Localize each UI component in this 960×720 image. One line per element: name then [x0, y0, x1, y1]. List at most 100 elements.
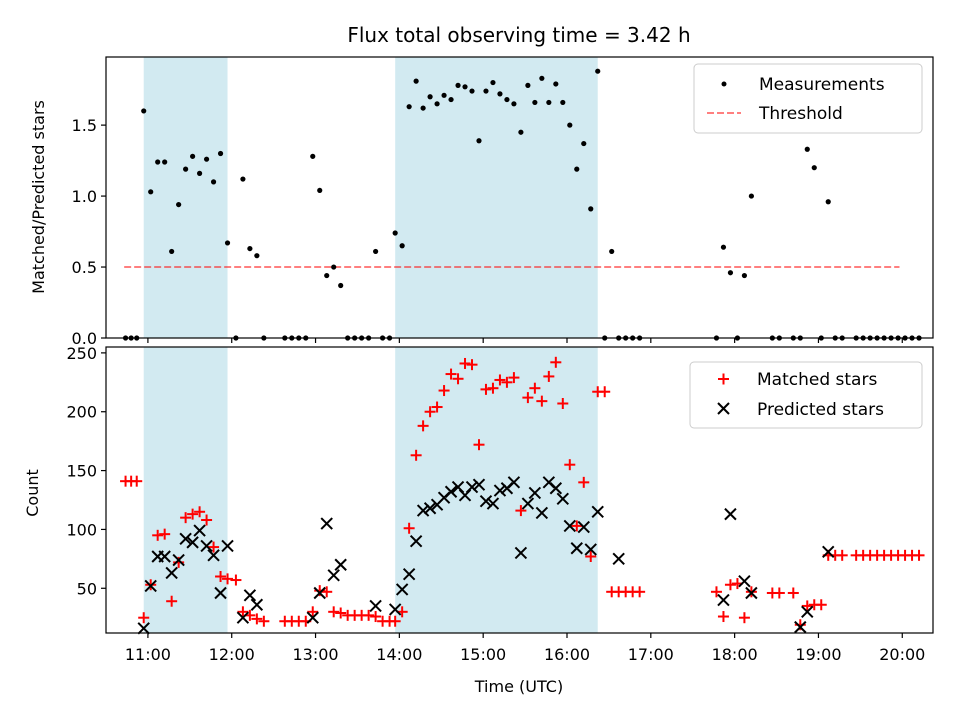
measurement-point — [462, 84, 468, 90]
predicted-star-point — [577, 520, 590, 534]
matched-star-point — [836, 549, 848, 561]
measurement-point — [727, 270, 734, 276]
matched-star-point — [307, 606, 319, 618]
measurement-point — [224, 240, 231, 246]
measurement-point — [574, 166, 580, 172]
predicted-star-point — [179, 532, 192, 546]
matched-star-point — [564, 459, 576, 471]
matched-star-point — [710, 586, 722, 598]
measurement-point — [217, 150, 224, 157]
matched-star-point — [738, 612, 750, 624]
measurement-point — [141, 108, 147, 114]
matched-star-point — [152, 529, 164, 541]
measurement-point — [155, 159, 161, 165]
matched-star-point — [363, 609, 375, 621]
measurement-point — [741, 272, 748, 279]
predicted-star-point — [236, 611, 250, 624]
x-tick-label: 15:00 — [460, 645, 506, 664]
measurement-point — [240, 176, 246, 182]
matched-star-point — [494, 374, 506, 386]
matched-star-point — [258, 615, 270, 627]
predicted-star-point — [535, 506, 549, 520]
predicted-star-point — [313, 586, 326, 600]
ratio-legend: Measurements Threshold — [693, 63, 923, 134]
x-tick-label: 11:00 — [125, 645, 171, 664]
matched-star-point — [480, 383, 492, 395]
measurement-point — [511, 101, 517, 107]
predicted-star-point — [214, 586, 227, 600]
matched-star-point — [557, 397, 569, 409]
predicted-star-point — [794, 620, 807, 634]
measurement-point — [331, 264, 337, 270]
matched-star-point — [251, 613, 263, 625]
measurement-point — [448, 96, 454, 103]
matched-star-point — [571, 520, 583, 532]
measurement-point — [413, 78, 419, 84]
measurement-point — [434, 101, 440, 107]
measurement-point — [190, 153, 196, 159]
matched-star-point — [773, 587, 785, 599]
predicted-star-point — [465, 480, 479, 494]
matched-star-point — [466, 359, 478, 371]
measurements-legend-label: Measurements — [759, 75, 885, 95]
matched-star-point — [515, 505, 527, 517]
measurement-point — [441, 92, 447, 98]
count-panel: 50 100 150 200 250 11:00 12:00 13:00 14:00 15:00… — [23, 344, 934, 696]
matched-star-point — [717, 611, 729, 623]
predicted-star-point — [549, 482, 563, 495]
count-y-tick-label: 200 — [66, 403, 97, 422]
predicted-star-point — [570, 542, 583, 555]
predicted-star-point — [165, 566, 178, 580]
measurement-point — [420, 105, 426, 111]
matched-star-point — [452, 373, 464, 385]
matched-star-point — [550, 356, 562, 368]
measurement-point — [324, 272, 330, 279]
x-tick-label: 14:00 — [376, 645, 422, 664]
measurement-point — [399, 243, 405, 249]
matched-star-point — [424, 406, 436, 418]
predicted-star-point — [444, 485, 458, 498]
measurement-point — [483, 88, 489, 94]
matched-star-point — [187, 508, 199, 520]
matched-star-point — [634, 586, 646, 598]
measurement-point — [210, 179, 217, 185]
predicted-star-point — [186, 536, 199, 549]
predicted-star-point — [738, 575, 751, 588]
measurement-point — [532, 99, 538, 106]
measurement-point — [406, 104, 412, 110]
observing-window-band — [395, 57, 598, 338]
x-tick-label: 20:00 — [879, 645, 925, 664]
measurement-point — [595, 68, 601, 74]
matched-star-point — [913, 549, 925, 561]
predicted-star-point — [306, 611, 319, 624]
matched-star-point — [166, 595, 178, 607]
measurement-point — [176, 201, 182, 208]
measurement-point — [748, 193, 754, 199]
predicted-star-point — [327, 569, 340, 582]
predicted-star-point — [507, 476, 521, 489]
matched-star-point — [138, 612, 150, 624]
count-y-tick-label: 150 — [66, 462, 97, 481]
measurement-point — [518, 129, 524, 135]
matched-star-point — [230, 574, 242, 586]
predicted-legend-label: Predicted stars — [757, 400, 884, 420]
matched-star-point — [473, 439, 485, 451]
predicted-star-point — [563, 519, 576, 533]
predicted-star-point — [486, 497, 500, 510]
predicted-star-point — [724, 507, 737, 521]
predicted-legend-marker — [717, 402, 730, 415]
measurement-point — [373, 248, 379, 255]
measurement-point — [169, 248, 175, 255]
predicted-star-point — [200, 539, 213, 553]
matched-star-point — [335, 607, 347, 619]
measurement-point — [203, 156, 210, 162]
predicted-star-point — [137, 622, 150, 635]
measurement-point — [317, 187, 323, 194]
matched-star-point — [459, 357, 471, 369]
count-y-tick-label: 250 — [66, 344, 97, 363]
predicted-star-point — [207, 549, 220, 562]
count-legend-box — [689, 361, 923, 429]
matched-star-point — [222, 573, 234, 585]
predicted-star-point — [717, 593, 730, 607]
matched-star-point — [237, 606, 249, 618]
